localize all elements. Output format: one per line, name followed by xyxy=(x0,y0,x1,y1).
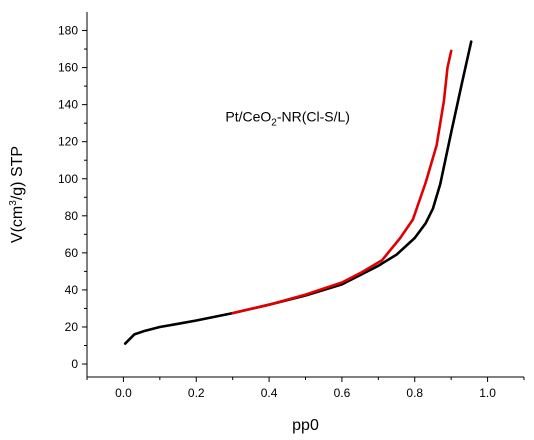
y-axis-title-post: /g) STP xyxy=(9,146,26,200)
y-tick-label: 60 xyxy=(65,246,79,260)
chart-annotation: Pt/CeO2-NR(Cl-S/L) xyxy=(225,108,350,128)
series-line-2 xyxy=(231,49,453,315)
y-tick-label: 80 xyxy=(65,209,79,223)
y-tick-label: 180 xyxy=(58,24,78,38)
annotation-post: -NR(Cl-S/L) xyxy=(277,108,350,124)
x-axis-title: pp0 xyxy=(292,417,319,434)
series-line-1 xyxy=(123,40,473,345)
annotation-pre: Pt/CeO xyxy=(225,108,271,124)
y-axis-title-pre: V(cm xyxy=(9,206,26,243)
x-tick-label: 0.6 xyxy=(334,386,351,400)
plot-area: 0.0 0.2 0.4 0.6 0.8 1.0 0 20 40 60 80 100 120 140 160 1… xyxy=(58,12,525,400)
y-tick-label: 0 xyxy=(71,357,78,371)
x-tick-label: 1.0 xyxy=(479,386,496,400)
x-tick-label: 0.2 xyxy=(188,386,205,400)
x-tick-label: 0.8 xyxy=(406,386,423,400)
y-tick-label: 100 xyxy=(58,172,78,186)
y-tick-label: 160 xyxy=(58,61,78,75)
x-tick-label: 0.4 xyxy=(261,386,278,400)
annotation-sub: 2 xyxy=(271,117,277,128)
y-tick-label: 40 xyxy=(65,283,79,297)
y-axis-title: V(cm3/g) STP xyxy=(8,146,26,243)
y-tick-label: 140 xyxy=(58,98,78,112)
y-tick-label: 20 xyxy=(65,320,79,334)
y-axis-title-sup: 3 xyxy=(8,200,19,206)
y-tick-label: 120 xyxy=(58,135,78,149)
x-tick-label: 0.0 xyxy=(115,386,132,400)
